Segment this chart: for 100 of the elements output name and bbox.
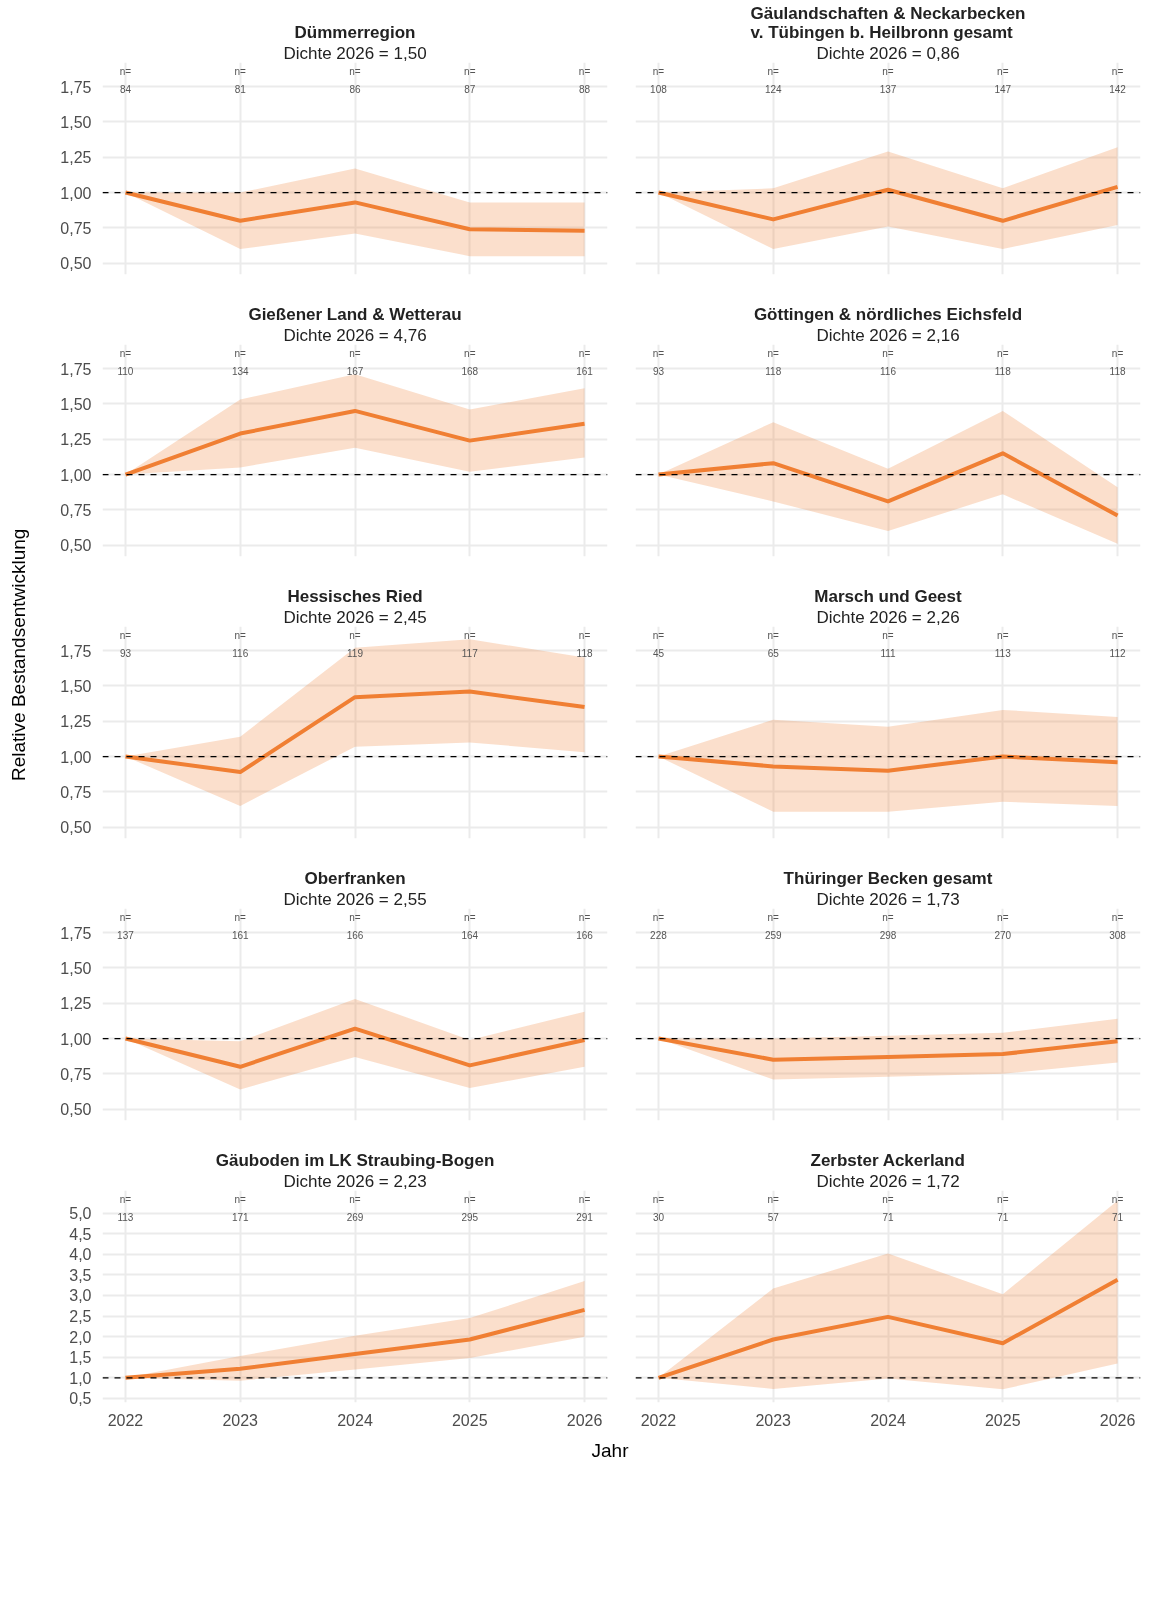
y-tick-label: 1,25 [60,149,92,167]
y-tick-label: 1,50 [60,395,92,413]
chart-subtitle: Dichte 2026 = 1,72 [816,1171,960,1191]
annotation: n= [234,348,247,359]
annotation: n= [234,912,247,923]
y-tick-label: 2,5 [69,1308,92,1326]
y-tick-label: 0,50 [60,1101,92,1119]
annotation: 269 [346,1211,364,1223]
x-axis-title: Jahr [591,1439,629,1463]
annotation: n= [767,1194,780,1205]
annotation: 93 [119,647,132,659]
y-tick-label: 3,0 [69,1287,92,1305]
annotation: n= [464,630,476,641]
annotation: n= [1111,912,1124,923]
annotation: 88 [578,83,591,95]
chart-subtitle: Dichte 2026 = 2,45 [283,607,427,627]
annotation: n= [349,1194,361,1205]
annotation: 259 [764,929,783,941]
y-tick-label: 0,50 [60,819,92,837]
annotation: 93 [652,365,665,377]
x-tick-label: 2023 [755,1411,792,1429]
y-tick-label: 4,5 [69,1225,92,1243]
annotation: 118 [1109,365,1126,377]
y-tick-label: 1,50 [60,113,92,131]
annotation: n= [349,66,361,77]
annotation: n= [767,348,780,359]
annotation: n= [349,348,361,359]
y-tick-label: 1,25 [60,995,92,1013]
annotation: 168 [461,365,479,377]
annotation: 65 [767,647,780,659]
annotation: 134 [231,365,250,377]
annotation: 111 [880,647,897,659]
annotation: n= [464,66,476,77]
x-tick-label: 2022 [107,1411,144,1429]
annotation: n= [652,1194,665,1205]
chart-title: Göttingen & nördliches Eichsfeld [753,304,1023,324]
x-tick-label: 2022 [640,1411,677,1429]
annotation: n= [578,1194,591,1205]
chart-subtitle: Dichte 2026 = 0,86 [816,43,960,63]
chart-title: Gießener Land & Wetterau [248,304,462,324]
annotation: 86 [349,83,361,95]
chart-title: Thüringer Becken gesamt [783,868,993,888]
annotation: n= [652,630,665,641]
annotation: 87 [464,83,476,95]
annotation: n= [882,66,894,77]
annotation: 119 [347,647,364,659]
y-tick-label: 5,0 [69,1205,92,1223]
annotation: 57 [767,1211,780,1223]
annotation: 108 [650,83,668,95]
annotation: 118 [576,647,593,659]
annotation: n= [578,348,591,359]
y-tick-label: 0,75 [60,219,92,237]
annotation: n= [997,1194,1009,1205]
annotation: n= [767,912,780,923]
x-tick-label: 2024 [870,1411,906,1429]
annotation: 110 [117,365,134,377]
chart-title: Zerbster Ackerland [810,1150,965,1170]
annotation: 167 [346,365,364,377]
y-tick-label: 1,75 [60,360,92,378]
annotation: 124 [764,83,783,95]
annotation: 71 [882,1211,894,1223]
annotation: n= [464,912,476,923]
x-tick-label: 2024 [337,1411,373,1429]
annotation: n= [234,66,247,77]
chart-title: Gäulandschaften & Neckarbecken v. Tübingen b. Heilbronn gesamt [750,3,1026,42]
chart-subtitle: Dichte 2026 = 1,73 [816,889,960,909]
chart-title: Dümmerregion [294,22,416,42]
annotation: n= [652,912,665,923]
annotation: 112 [1109,647,1126,659]
annotation: n= [882,348,894,359]
y-tick-label: 1,00 [60,1030,92,1048]
annotation: n= [578,630,591,641]
annotation: n= [119,1194,132,1205]
y-tick-label: 1,0 [69,1369,92,1387]
annotation: n= [997,66,1009,77]
y-axis-title: Relative Bestandsentwicklung [7,528,30,782]
annotation: n= [578,66,591,77]
y-tick-label: 1,50 [60,677,92,695]
annotation: n= [882,912,894,923]
y-tick-label: 1,00 [60,748,92,766]
y-tick-label: 1,75 [60,78,92,96]
annotation: 116 [232,647,249,659]
annotation: 228 [650,929,668,941]
annotation: n= [349,912,361,923]
y-tick-label: 1,75 [60,924,92,942]
y-tick-label: 1,25 [60,431,92,449]
annotation: n= [119,630,132,641]
chart-subtitle: Dichte 2026 = 2,55 [283,889,427,909]
annotation: n= [119,348,132,359]
annotation: 113 [994,647,1012,659]
y-tick-label: 0,5 [69,1390,92,1408]
annotation: n= [119,912,132,923]
annotation: 291 [576,1211,594,1223]
y-tick-label: 4,0 [69,1246,92,1264]
x-tick-label: 2026 [566,1411,603,1429]
y-tick-label: 1,5 [69,1349,92,1367]
annotation: 137 [117,929,135,941]
y-tick-label: 1,25 [60,713,92,731]
annotation: 113 [117,1211,134,1223]
chart-title: Marsch und Geest [814,586,963,606]
